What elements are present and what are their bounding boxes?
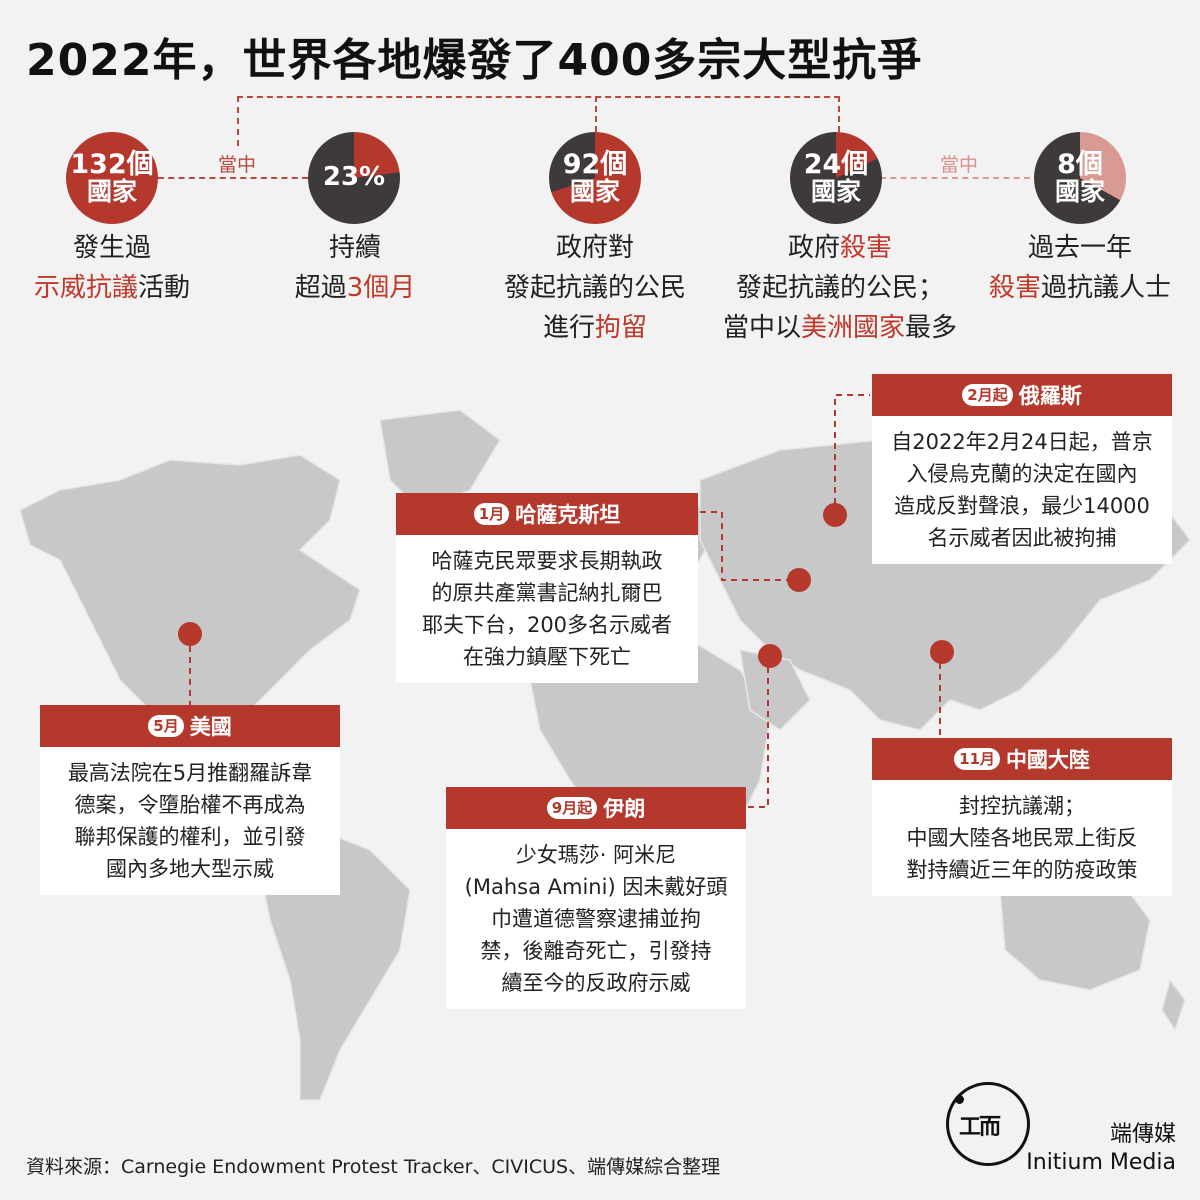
card-body: 最高法院在5月推翻羅訴韋 德案，令墮胎權不再成為 聯邦保護的權利，並引發 國內多… bbox=[67, 761, 313, 881]
month-badge: 11月 bbox=[954, 748, 1000, 770]
stat-caption: 過去一年 殺害過抗議人士 bbox=[988, 233, 1172, 303]
stat-unit: 國家 bbox=[1054, 177, 1105, 207]
stat-unit: 國家 bbox=[569, 177, 620, 207]
connector-label-among: 當中 bbox=[940, 154, 979, 176]
south-america-landmass bbox=[259, 829, 411, 1101]
stat-pie-23: 23% bbox=[308, 132, 400, 224]
new-zealand-landmass bbox=[1161, 978, 1186, 1032]
card-china: 11月 中國大陸 封控抗議潮； 中國大陸各地民眾上街反 對持續近三年的防疫政策 bbox=[872, 738, 1172, 896]
connector-label-among: 當中 bbox=[218, 154, 257, 176]
source-note: 資料來源：Carnegie Endowment Protest Tracker、… bbox=[26, 1156, 721, 1178]
map-marker-usa[interactable] bbox=[178, 622, 202, 646]
north-america-landmass bbox=[19, 454, 361, 762]
stat-number: 8個 bbox=[1057, 148, 1103, 180]
month-badge: 2月起 bbox=[962, 384, 1013, 406]
stat-number: 24個 bbox=[803, 148, 869, 180]
stat-caption: 發生過 示威抗議活動 bbox=[33, 233, 191, 303]
card-header: 2月起 俄羅斯 bbox=[872, 374, 1172, 416]
stat-circle-132: 132個 國家 bbox=[66, 132, 158, 224]
card-header: 1月 哈薩克斯坦 bbox=[396, 493, 698, 535]
card-header: 9月起 伊朗 bbox=[446, 787, 746, 829]
page-title: 2022年，世界各地爆發了400多宗大型抗爭 bbox=[26, 35, 923, 86]
map-marker-russia[interactable] bbox=[823, 503, 847, 527]
country-name: 美國 bbox=[189, 715, 232, 739]
country-name: 哈薩克斯坦 bbox=[515, 503, 621, 527]
card-body: 自2022年2月24日起，普京 入侵烏克蘭的決定在國內 造成反對聲浪，最少140… bbox=[891, 430, 1153, 550]
stat-unit: 國家 bbox=[86, 177, 137, 207]
card-header: 5月 美國 bbox=[40, 705, 340, 747]
connector-line bbox=[838, 96, 840, 132]
leader-line-kazakhstan bbox=[700, 511, 795, 581]
logo-glyphs: 工而 bbox=[959, 1115, 1001, 1140]
month-badge: 5月 bbox=[148, 715, 184, 737]
stat-caption: 持續 超過3個月 bbox=[294, 233, 416, 303]
month-badge: 9月起 bbox=[546, 797, 598, 819]
stat-caption: 政府殺害 發起抗議的公民； 當中以美洲國家最多 bbox=[722, 233, 958, 343]
card-body: 封控抗議潮； 中國大陸各地民眾上街反 對持續近三年的防疫政策 bbox=[906, 794, 1138, 882]
month-badge: 1月 bbox=[473, 503, 510, 525]
brand-name-en: Initium Media bbox=[1026, 1150, 1176, 1175]
stat-caption: 政府對 發起抗議的公民 進行拘留 bbox=[503, 233, 686, 343]
stat-percent: 23% bbox=[322, 162, 386, 193]
stat-pie-92: 92個 國家 bbox=[549, 132, 641, 224]
connector-line bbox=[158, 177, 308, 179]
connector-line bbox=[237, 96, 840, 98]
country-name: 中國大陸 bbox=[1005, 748, 1090, 772]
connector-line bbox=[237, 96, 239, 146]
leader-line-russia bbox=[834, 394, 870, 515]
map-marker-china[interactable] bbox=[930, 640, 954, 664]
connector-line bbox=[595, 96, 597, 132]
stat-pie-24: 24個 國家 bbox=[790, 132, 882, 224]
connector-line bbox=[880, 177, 1030, 179]
logo-dot-icon bbox=[955, 1095, 964, 1104]
card-iran: 9月起 伊朗 少女瑪莎· 阿米尼 (Mahsa Amini) 因未戴好頭 巾遭道… bbox=[446, 787, 746, 1009]
map-marker-iran[interactable] bbox=[758, 644, 782, 668]
card-body: 哈薩克民眾要求長期執政 的原共產黨書記納扎爾巴 耶夫下台，200多名示威者 在強… bbox=[421, 549, 673, 669]
card-russia: 2月起 俄羅斯 自2022年2月24日起，普京 入侵烏克蘭的決定在國內 造成反對… bbox=[872, 374, 1172, 564]
stat-unit: 國家 bbox=[810, 177, 861, 207]
brand-name-zh: 端傳媒 bbox=[1109, 1122, 1176, 1147]
stat-number: 132個 bbox=[70, 148, 154, 180]
initium-logo: 工而 bbox=[946, 1082, 1030, 1166]
card-header: 11月 中國大陸 bbox=[872, 738, 1172, 780]
card-usa: 5月 美國 最高法院在5月推翻羅訴韋 德案，令墮胎權不再成為 聯邦保護的權利，並… bbox=[40, 705, 340, 895]
card-kazakhstan: 1月 哈薩克斯坦 哈薩克民眾要求長期執政 的原共產黨書記納扎爾巴 耶夫下台，20… bbox=[396, 493, 698, 683]
country-name: 俄羅斯 bbox=[1018, 384, 1082, 408]
stat-pie-8: 8個 國家 bbox=[1034, 132, 1126, 224]
stat-number: 92個 bbox=[562, 148, 628, 180]
country-name: 伊朗 bbox=[603, 797, 646, 821]
map-marker-kazakhstan[interactable] bbox=[787, 568, 811, 592]
card-body: 少女瑪莎· 阿米尼 (Mahsa Amini) 因未戴好頭 巾遭道德警察逮捕並拘… bbox=[464, 843, 728, 995]
greenland-landmass bbox=[379, 409, 501, 511]
